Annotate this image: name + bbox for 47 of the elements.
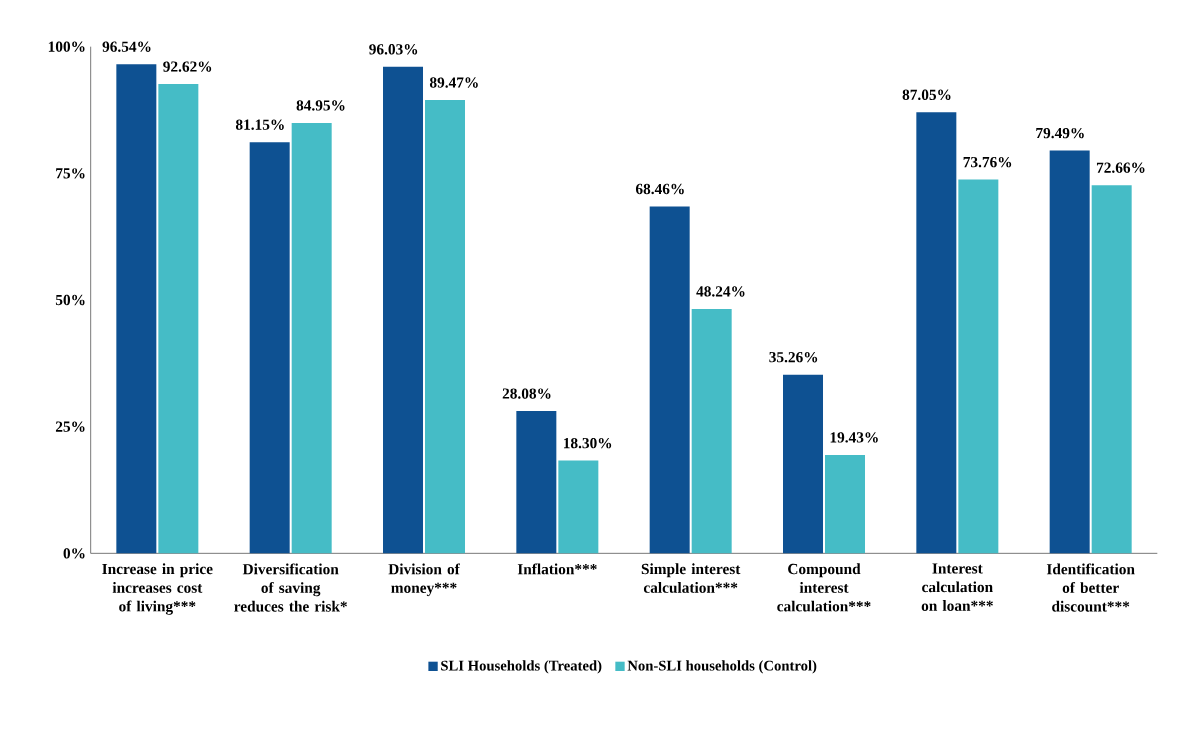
x-tick-label: Increase in price increases cost of living***	[102, 563, 213, 615]
data-label: 96.03%	[369, 43, 418, 55]
x-tick-label: Compound interest calculation***	[777, 563, 871, 612]
bar	[691, 308, 732, 554]
x-tick-label: Inflation***	[517, 563, 597, 575]
y-tick-label: 0%	[63, 547, 85, 559]
legend-label: SLI Households (Treated)	[441, 660, 602, 674]
bar	[516, 410, 557, 554]
bar	[1091, 185, 1132, 554]
data-label: 87.05%	[902, 89, 951, 100]
bar	[158, 83, 199, 554]
data-label: 35.26%	[769, 351, 818, 363]
data-label: 96.54%	[102, 41, 151, 52]
bar	[558, 460, 599, 554]
bar	[291, 122, 332, 554]
y-tick-label: 100%	[48, 41, 85, 52]
x-tick-label: Simple interest calculation***	[641, 563, 741, 593]
data-label: 18.30%	[563, 437, 612, 449]
data-label: 28.08%	[502, 388, 551, 399]
data-label: 84.95%	[296, 100, 345, 111]
bar	[916, 112, 957, 554]
legend-label: Non-SLI households (Control)	[627, 660, 817, 674]
data-label: 89.47%	[429, 77, 478, 88]
y-tick-label: 75%	[56, 167, 85, 179]
y-tick-label: 25%	[55, 421, 85, 432]
bar	[425, 99, 466, 554]
data-label: 81.15%	[235, 119, 284, 130]
data-label: 68.46%	[635, 183, 684, 195]
bar	[825, 454, 866, 554]
data-label: 72.66%	[1096, 162, 1145, 173]
bar	[958, 179, 999, 554]
data-label: 79.49%	[1036, 127, 1084, 139]
bar	[1049, 150, 1090, 554]
data-label: 19.43%	[830, 432, 878, 443]
x-tick-label: Diversification of saving reduces the risk*	[234, 563, 347, 612]
bar	[649, 206, 690, 554]
bar	[783, 374, 824, 554]
x-tick-label: Identification of better discount***	[1046, 563, 1135, 612]
bar	[116, 64, 157, 554]
bar	[249, 142, 290, 554]
y-tick-label: 50%	[55, 294, 85, 306]
data-label: 73.76%	[963, 156, 1012, 168]
x-tick-label: Division of money***	[388, 563, 460, 596]
bar	[383, 66, 424, 554]
data-label: 92.62%	[163, 61, 212, 72]
data-label: 48.24%	[696, 286, 745, 297]
x-tick-label: Interest calculation on loan***	[921, 563, 993, 611]
